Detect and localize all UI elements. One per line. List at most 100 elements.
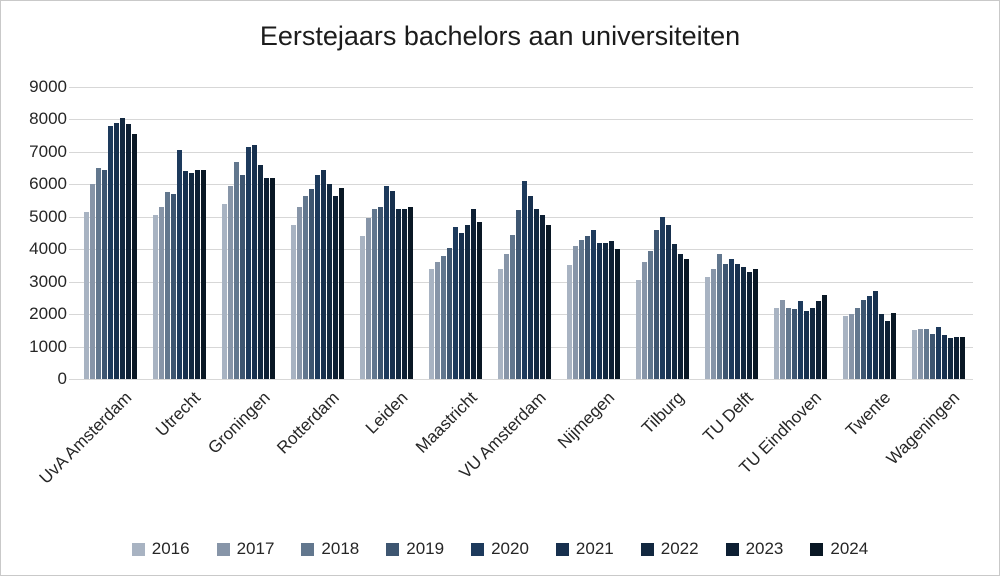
x-category-label: UvA Amsterdam: [1, 388, 136, 488]
bar: [780, 299, 785, 379]
bar: [252, 145, 257, 379]
chart-title: Eerstejaars bachelors aan universiteiten: [259, 21, 741, 51]
y-tick-label: 9000: [29, 77, 67, 96]
bar: [177, 150, 182, 379]
legend-item: 2020: [471, 539, 529, 559]
x-category-label: Rotterdam: [250, 388, 343, 458]
bar: [291, 224, 296, 379]
bar: [792, 309, 797, 379]
bar: [333, 195, 338, 379]
bar: [102, 169, 107, 379]
legend-swatch: [216, 542, 230, 556]
bar: [585, 236, 590, 379]
bar: [435, 262, 440, 379]
bar: [810, 307, 815, 379]
x-category-label-text: Utrecht: [152, 388, 205, 441]
bar: [879, 314, 884, 379]
legend-item: 2022: [640, 539, 699, 559]
bar-group: [766, 87, 835, 379]
bar: [504, 254, 509, 379]
bar: [339, 187, 344, 379]
x-category-label: Leiden: [347, 388, 412, 438]
bar: [642, 262, 647, 379]
bar: [171, 194, 176, 379]
bar: [132, 134, 137, 379]
plot-area: [69, 87, 973, 380]
bar-group: [835, 87, 904, 379]
bar: [747, 271, 752, 379]
gridline: [69, 249, 973, 251]
x-category-label: TU Eindhoven: [704, 388, 826, 478]
bar: [477, 221, 482, 379]
x-category-label: Nijmegen: [533, 388, 618, 452]
bar: [222, 203, 227, 379]
y-tick-label: 3000: [29, 271, 67, 291]
x-category-label-text: VU Amsterdam: [455, 388, 550, 483]
x-category-label-text: TU Delft: [698, 388, 757, 446]
gridline: [69, 87, 973, 88]
x-category-label: Groningen: [181, 388, 274, 458]
x-category-label-text: Maastricht: [411, 388, 481, 457]
legend-swatch: [471, 542, 485, 556]
y-tick-label: 1000: [29, 336, 67, 356]
bar: [264, 177, 269, 379]
bar: [672, 244, 677, 379]
bar: [390, 190, 395, 379]
bar: [240, 174, 245, 379]
x-category-label: Tilburg: [623, 388, 688, 438]
bar: [96, 168, 101, 379]
bar: [573, 245, 578, 379]
legend-swatch: [555, 542, 569, 556]
bar: [384, 185, 389, 379]
legend-label: 2019: [406, 539, 445, 558]
bar: [786, 307, 791, 379]
y-tick-label: 7000: [29, 141, 67, 161]
bar: [159, 207, 164, 379]
bar-group: [628, 87, 697, 379]
bar: [303, 195, 308, 379]
bar: [321, 169, 326, 379]
bar: [465, 224, 470, 379]
bar: [396, 208, 401, 379]
bar: [798, 301, 803, 379]
bar: [735, 263, 740, 379]
y-tick-label: 5000: [29, 206, 67, 226]
legend-item: 2018: [301, 539, 359, 559]
bar: [705, 276, 710, 379]
x-category-label-text: Wageningen: [882, 388, 964, 469]
bar: [843, 315, 848, 379]
legend-label: 2022: [660, 539, 699, 558]
y-tick-label: 2000: [29, 304, 67, 324]
bar: [849, 314, 854, 379]
bar: [546, 224, 551, 379]
bar: [822, 294, 827, 379]
bar: [441, 255, 446, 379]
bar: [753, 268, 758, 379]
bar: [654, 229, 659, 379]
bar: [855, 307, 860, 379]
bar: [615, 249, 620, 379]
bar: [648, 250, 653, 379]
bar: [804, 310, 809, 379]
bar-group: [421, 87, 490, 379]
bar: [930, 333, 935, 379]
x-category-label-text: Groningen: [203, 388, 274, 458]
bar: [297, 207, 302, 379]
bar: [528, 195, 533, 379]
bar: [309, 189, 314, 379]
bar: [183, 171, 188, 379]
x-category-label-text: TU Eindhoven: [735, 388, 826, 478]
legend-swatch: [810, 542, 824, 556]
bar: [684, 258, 689, 379]
bar: [402, 208, 407, 379]
bar-group: [214, 87, 283, 379]
bar: [885, 320, 890, 379]
bar: [729, 258, 734, 379]
bar: [108, 125, 113, 379]
y-tick-label: 0: [57, 369, 67, 388]
bar: [609, 241, 614, 379]
bar: [960, 336, 965, 379]
legend-item: 2024: [810, 539, 868, 559]
bar: [816, 301, 821, 379]
bar-groups: [76, 87, 973, 379]
